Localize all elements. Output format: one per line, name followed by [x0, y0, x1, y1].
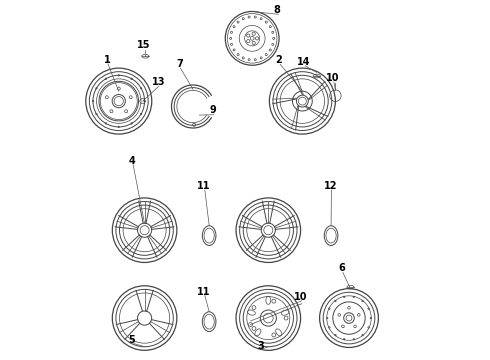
Text: 6: 6 [339, 263, 345, 273]
Text: 10: 10 [326, 73, 340, 83]
Text: 10: 10 [294, 292, 307, 302]
Text: 15: 15 [137, 40, 150, 50]
Text: 3: 3 [258, 341, 265, 351]
Text: 12: 12 [323, 181, 337, 191]
Text: 4: 4 [129, 156, 135, 166]
Text: 2: 2 [276, 55, 282, 65]
Text: 11: 11 [197, 287, 211, 297]
Text: 13: 13 [151, 77, 165, 87]
Text: 7: 7 [176, 59, 183, 69]
Text: 5: 5 [129, 335, 135, 345]
Text: 9: 9 [209, 105, 216, 116]
Text: 1: 1 [103, 55, 110, 65]
Text: 8: 8 [274, 5, 281, 15]
Text: 14: 14 [297, 57, 311, 67]
Text: 11: 11 [197, 181, 211, 191]
